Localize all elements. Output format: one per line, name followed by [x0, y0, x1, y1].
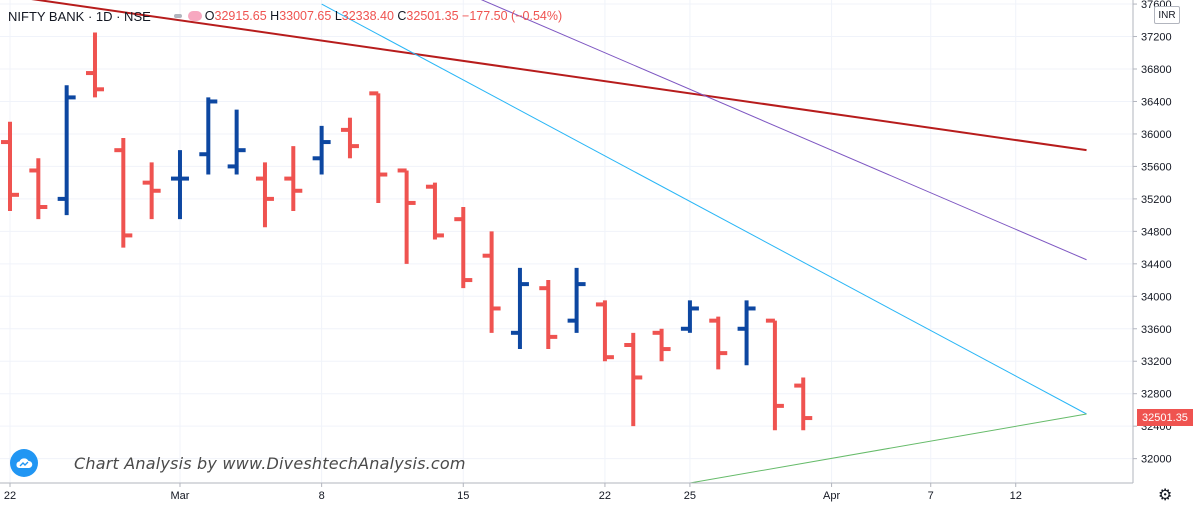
- watermark-text: Chart Analysis by www.DiveshtechAnalysis…: [74, 453, 466, 473]
- last-price-badge: 32501.35: [1137, 409, 1193, 427]
- ohlc-bar: [510, 267, 529, 350]
- minimize-icon[interactable]: [173, 14, 182, 18]
- trendline[interactable]: [689, 413, 1087, 484]
- ohlc-bar: [709, 316, 728, 370]
- ohlc-bar: [57, 85, 76, 216]
- symbol-title[interactable]: NIFTY BANK · 1D · NSE: [8, 8, 151, 24]
- legend-header: NIFTY BANK · 1D · NSE O32915.65 H33007.6…: [8, 7, 562, 25]
- x-tick-label: 8: [319, 490, 325, 502]
- grid: [0, 0, 1133, 483]
- y-tick-label: 37200: [1141, 32, 1172, 44]
- x-tick-label: 22: [599, 490, 611, 502]
- ohlc-bar: [765, 318, 784, 431]
- y-tick-label: 36000: [1141, 129, 1172, 141]
- x-tick-label: 15: [457, 490, 469, 502]
- ohlc-bar: [397, 168, 416, 264]
- cloud-chart-icon: [10, 449, 38, 477]
- ohlc-bar: [454, 207, 473, 289]
- x-tick-label: Apr: [823, 490, 840, 502]
- trendlines: [10, 0, 1087, 484]
- y-tick-label: 33600: [1141, 324, 1172, 336]
- x-tick-label: Mar: [171, 490, 190, 502]
- trendline[interactable]: [321, 3, 1087, 415]
- y-tick-label: 32000: [1141, 454, 1172, 466]
- ohlc-bar: [255, 162, 274, 228]
- y-tick-label: 36800: [1141, 64, 1172, 76]
- price-axis: 3200032400328003320033600340003440034800…: [1133, 0, 1172, 466]
- y-tick-label: 35200: [1141, 194, 1172, 206]
- ohlc-bar: [312, 125, 331, 175]
- ohlc-bar: [85, 32, 104, 98]
- y-tick-label: 32800: [1141, 389, 1172, 401]
- x-tick-label: 12: [1010, 490, 1022, 502]
- ohlc-values: O32915.65 H33007.65 L32338.40 C32501.35 …: [204, 9, 563, 23]
- currency-label[interactable]: INR: [1154, 6, 1180, 24]
- ohlc-bar: [680, 300, 699, 333]
- ohlc-bar: [539, 280, 558, 350]
- ohlc-bar: [170, 150, 189, 220]
- ohlc-bar: [1, 121, 19, 212]
- y-tick-label: 34800: [1141, 226, 1172, 238]
- ohlc-bar: [199, 97, 218, 175]
- ohlc-bar: [652, 328, 671, 362]
- ohlc-bar: [482, 231, 501, 333]
- y-tick-label: 35600: [1141, 161, 1172, 173]
- ohlc-bar: [142, 162, 161, 220]
- watermark: Chart Analysis by www.DiveshtechAnalysis…: [10, 449, 466, 477]
- ohlc-bar: [595, 300, 614, 362]
- ohlc-bar: [624, 332, 643, 427]
- gear-icon[interactable]: ⚙: [1158, 487, 1173, 504]
- y-tick-label: 34400: [1141, 259, 1172, 271]
- y-tick-label: 33200: [1141, 356, 1172, 368]
- ohlc-bar: [567, 267, 586, 333]
- ohlc-bar: [425, 182, 444, 240]
- ohlc-bar: [284, 146, 303, 212]
- ohlc-bar: [737, 300, 756, 366]
- x-tick-label: 25: [684, 490, 696, 502]
- y-tick-label: 37600: [1141, 0, 1172, 11]
- ohlc-bar: [369, 91, 388, 203]
- ohlc-bars: [1, 32, 813, 431]
- x-tick-label: 22: [4, 490, 16, 502]
- trendline[interactable]: [10, 0, 1087, 152]
- time-axis: 22 Mar 8 15 22 25 Apr 7 12: [4, 483, 1022, 502]
- y-tick-label: 34000: [1141, 291, 1172, 303]
- y-tick-label: 36400: [1141, 96, 1172, 108]
- ohlc-bar: [340, 117, 359, 159]
- x-tick-label: 7: [928, 490, 934, 502]
- ohlc-bar: [227, 109, 246, 175]
- trendline[interactable]: [378, 0, 1087, 261]
- ohlc-bar: [29, 158, 48, 220]
- ohlc-bar: [114, 138, 133, 248]
- ohlc-bar: [794, 377, 813, 431]
- hide-indicator-icon[interactable]: [187, 11, 202, 21]
